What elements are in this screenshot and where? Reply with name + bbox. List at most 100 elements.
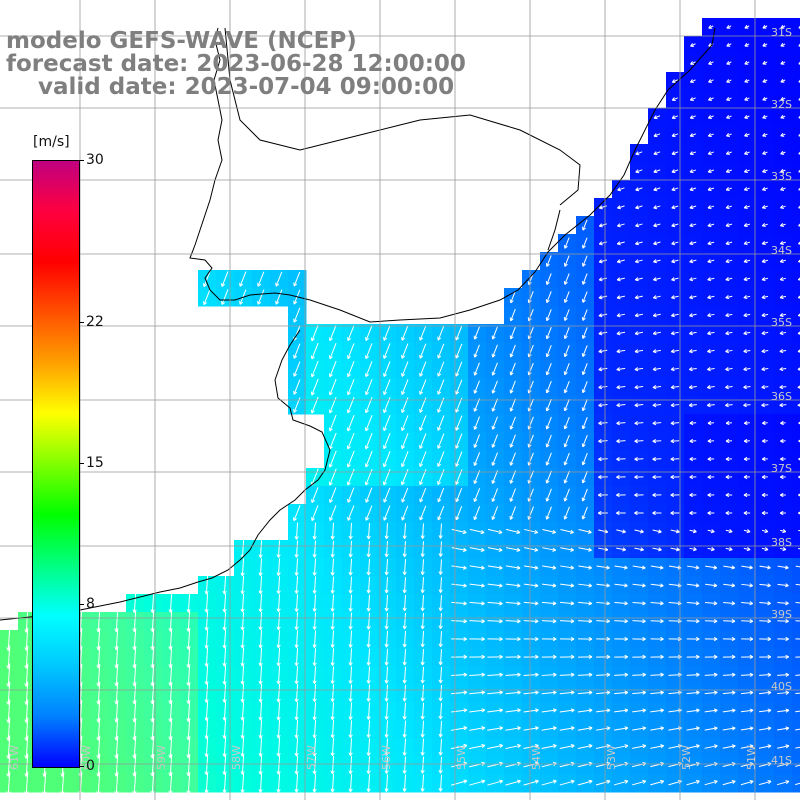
speed-cell bbox=[792, 720, 800, 739]
model-name: modelo GEFS-WAVE (NCEP) bbox=[6, 28, 357, 54]
wind-arrow bbox=[689, 97, 696, 101]
wind-arrow bbox=[726, 133, 732, 137]
wind-arrow bbox=[726, 78, 732, 83]
longitude-label: 55W bbox=[455, 745, 468, 770]
wind-arrow bbox=[762, 186, 768, 191]
wind-arrow bbox=[690, 61, 696, 65]
longitude-label: 56W bbox=[380, 745, 393, 770]
wind-arrow bbox=[780, 150, 786, 155]
wind-arrow bbox=[689, 151, 697, 156]
wind-arrow bbox=[635, 205, 643, 210]
wind-arrow bbox=[762, 78, 768, 83]
wind-arrow bbox=[780, 96, 786, 101]
longitude-label: 58W bbox=[230, 745, 243, 770]
colorbar-tick-mark bbox=[79, 766, 84, 767]
wind-arrow bbox=[725, 151, 732, 155]
forecast-date: forecast date: 2023-06-28 12:00:00 bbox=[6, 51, 466, 77]
colorbar-tick-label: 0 bbox=[86, 758, 95, 774]
colorbar-unit: [m/s] bbox=[33, 134, 70, 150]
speed-cell bbox=[792, 198, 800, 217]
wind-arrow bbox=[653, 187, 661, 192]
wind-arrow bbox=[707, 133, 714, 137]
wind-arrow bbox=[653, 169, 661, 174]
speed-cell bbox=[792, 558, 800, 577]
wind-arrow bbox=[671, 97, 678, 102]
latitude-label: 35S bbox=[771, 316, 792, 329]
wind-arrow bbox=[762, 132, 768, 137]
wind-arrow bbox=[780, 42, 786, 47]
colorbar-tick-label: 15 bbox=[86, 455, 104, 471]
speed-cell bbox=[792, 162, 800, 181]
longitude-label: 54W bbox=[530, 745, 543, 770]
speed-cell bbox=[792, 342, 800, 361]
speed-cell bbox=[792, 306, 800, 325]
longitude-label: 52W bbox=[680, 745, 693, 770]
colorbar bbox=[32, 160, 80, 768]
speed-cell bbox=[792, 594, 800, 613]
wind-arrow bbox=[744, 150, 750, 155]
wind-arrow bbox=[726, 115, 732, 119]
speed-cell bbox=[792, 576, 800, 595]
colorbar-tick-label: 8 bbox=[86, 596, 95, 613]
wind-arrow bbox=[708, 25, 714, 29]
wind-arrow bbox=[707, 151, 714, 156]
colorbar-tick-label: 30 bbox=[86, 152, 104, 168]
wind-arrow bbox=[707, 187, 715, 192]
wind-arrow bbox=[653, 205, 661, 210]
speed-cell bbox=[792, 36, 800, 55]
latitude-label: 34S bbox=[771, 244, 792, 257]
speed-cell bbox=[792, 72, 800, 91]
wind-arrow bbox=[744, 60, 750, 65]
wind-arrow bbox=[671, 187, 679, 192]
wind-arrow bbox=[780, 24, 786, 29]
wind-arrow bbox=[780, 114, 786, 119]
wind-arrow bbox=[617, 205, 625, 210]
wind-arrow bbox=[762, 60, 768, 65]
wind-arrow bbox=[744, 78, 750, 83]
wind-arrow bbox=[762, 168, 768, 173]
speed-cell bbox=[792, 90, 800, 109]
speed-cell bbox=[792, 108, 800, 127]
speed-cell bbox=[792, 324, 800, 343]
speed-cell bbox=[792, 486, 800, 505]
speed-cell bbox=[792, 288, 800, 307]
wind-arrow bbox=[726, 60, 732, 65]
wind-arrow bbox=[707, 115, 714, 119]
wind-arrow bbox=[635, 187, 643, 192]
wind-arrow bbox=[690, 43, 696, 47]
speed-cell bbox=[792, 396, 800, 415]
speed-cell bbox=[792, 378, 800, 397]
wind-arrow bbox=[635, 169, 643, 174]
speed-cell bbox=[792, 234, 800, 253]
wind-arrow bbox=[617, 187, 625, 192]
speed-cell bbox=[792, 414, 800, 433]
wind-arrow bbox=[725, 187, 732, 192]
wind-arrow bbox=[744, 132, 750, 137]
wind-arrow bbox=[726, 24, 732, 29]
speed-cell bbox=[792, 522, 800, 541]
wind-arrow bbox=[671, 79, 678, 83]
wind-arrow bbox=[744, 24, 750, 29]
latitude-label: 32S bbox=[771, 98, 792, 111]
speed-cell bbox=[792, 540, 800, 559]
wind-arrow bbox=[671, 151, 679, 156]
colorbar-tick-mark bbox=[79, 463, 84, 464]
wind-arrow bbox=[780, 78, 786, 83]
speed-cell bbox=[792, 54, 800, 73]
speed-cell bbox=[792, 360, 800, 379]
wind-arrow bbox=[689, 133, 697, 138]
wind-arrow bbox=[743, 187, 750, 192]
speed-cell bbox=[792, 180, 800, 199]
wind-arrow bbox=[598, 205, 607, 210]
speed-cell bbox=[792, 756, 800, 775]
colorbar-tick-label: 22 bbox=[86, 313, 104, 330]
wind-arrow bbox=[726, 97, 732, 101]
wind-arrow bbox=[780, 186, 786, 191]
wind-arrow bbox=[671, 133, 679, 138]
wind-arrow bbox=[744, 96, 750, 101]
latitude-label: 39S bbox=[771, 608, 792, 621]
wind-arrow bbox=[653, 115, 661, 120]
speed-cell bbox=[792, 432, 800, 451]
speed-cell bbox=[792, 504, 800, 523]
